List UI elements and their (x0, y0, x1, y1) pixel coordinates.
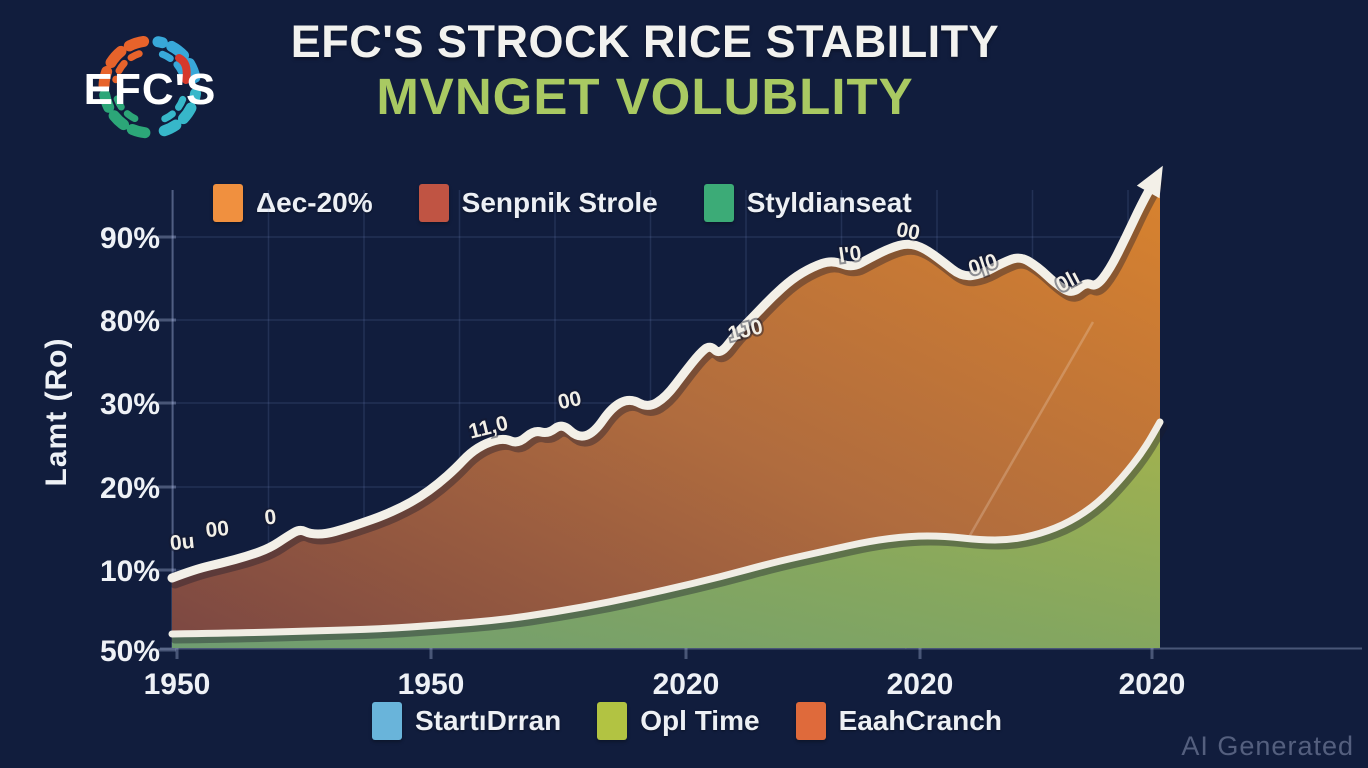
logo-arc-segment (99, 89, 154, 139)
y-tick-label: 20% (100, 472, 160, 505)
y-tick-label: 90% (100, 222, 160, 255)
ai-generated-watermark: AI Generated (1181, 731, 1354, 761)
logo-arc-segment (112, 50, 143, 84)
legend-swatch-green (703, 184, 734, 222)
x-tick-label: 1950 (144, 668, 211, 701)
legend-swatch-blue (372, 702, 402, 740)
x-tick-label: 2020 (653, 668, 720, 701)
y-tick-label: 50% (100, 635, 160, 668)
x-tick-label: 2020 (1119, 668, 1186, 701)
legend-label: Opl Time (640, 705, 760, 736)
legend-label: Styldianseat (746, 187, 912, 218)
legend-item: Δec-20% (213, 184, 373, 222)
line-value-annotation: l'0 (837, 242, 862, 268)
legend-item: Styldianseat (703, 184, 912, 222)
logo-arc-segment (158, 50, 186, 76)
page-subtitle: MVNGET VOLUBLITY (376, 67, 914, 125)
main-volatility-area-shadow (169, 177, 1165, 589)
line-value-annotation: 00 (895, 218, 922, 245)
logo-dashed-ring (98, 35, 202, 139)
legend-swatch-orange (213, 184, 243, 222)
lower-stability-area-shadow (170, 422, 1168, 644)
line-value-annotation: 0u (169, 530, 196, 555)
legend-swatch-red (418, 184, 449, 222)
lower-stability-area-line (168, 418, 1164, 638)
y-tick-label: 80% (100, 305, 160, 338)
legend-top: Δec-20% Senpnik Strole Styldianseat (213, 184, 912, 222)
axes (158, 190, 1362, 659)
y-axis-title: Lamt (Ro) (40, 338, 73, 487)
legend-label: StartıDrran (415, 705, 562, 736)
legend-label: Senpnik Strole (461, 187, 658, 218)
legend-swatch-yellowgreen (597, 702, 628, 740)
legend-item: Senpnik Strole (418, 184, 658, 222)
legend-item: StartıDrran (372, 702, 561, 740)
header: EFC'S STROCK RICE STABILITY MVNGET VOLUB… (230, 16, 1060, 125)
y-tick-label: 10% (100, 555, 160, 588)
line-value-annotation: 0 (263, 505, 277, 529)
legend-swatch-orange2 (795, 702, 826, 740)
x-tick-label: 2020 (887, 668, 954, 701)
page-title: EFC'S STROCK RICE STABILITY (290, 16, 1000, 67)
efcs-logo: EFC'S (84, 35, 217, 139)
legend-label: Δec-20% (256, 187, 373, 218)
legend-label: EaahCranch (838, 705, 1002, 736)
lower-stability-area (172, 422, 1160, 648)
line-value-annotation: 00 (556, 387, 584, 414)
logo-arc-segment (113, 95, 145, 125)
logo-arc-segment (161, 95, 187, 123)
main-volatility-area-line (167, 173, 1161, 583)
legend-item: Opl Time (597, 702, 760, 740)
logo-arc-segment (152, 36, 201, 83)
axis-labels: 90%80%30%20%10%50%1950 1950 2020 2020 2020La… (40, 222, 1185, 701)
logo-red-apostrophe-icon (175, 54, 191, 84)
x-tick-label: 1950 (398, 668, 465, 701)
chart-areas (167, 165, 1168, 649)
trend-arrow-icon (1136, 165, 1163, 199)
line-value-annotation: 00 (205, 517, 231, 542)
legend-bottom: StartıDrran Opl Time EaahCranch (372, 702, 1002, 740)
main-volatility-area (172, 170, 1160, 648)
logo-arc-segment (158, 87, 202, 137)
y-tick-label: 30% (100, 388, 160, 421)
logo-text: EFC'S (84, 65, 217, 114)
legend-item: EaahCranch (795, 702, 1002, 740)
logo-arc-segment (98, 35, 150, 91)
